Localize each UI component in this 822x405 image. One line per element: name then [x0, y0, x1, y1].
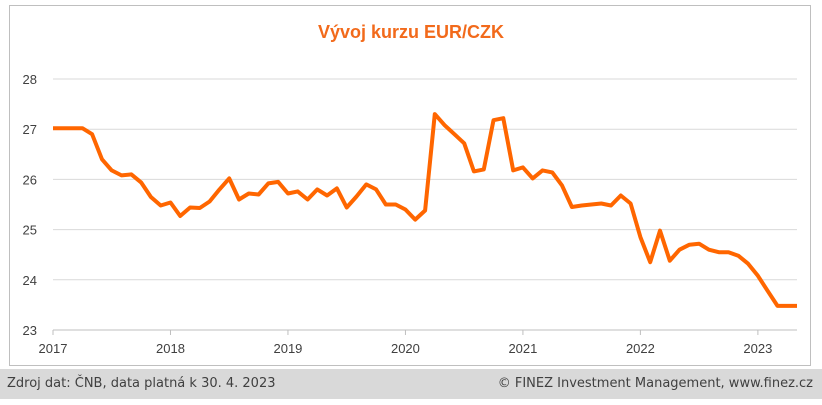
- x-tick-label: 2019: [273, 341, 302, 356]
- copyright-credit: © FINEZ Investment Management, www.finez…: [497, 376, 813, 391]
- y-tick-label: 25: [23, 223, 37, 238]
- y-tick-label: 24: [23, 273, 37, 288]
- x-tick-label: 2017: [39, 341, 68, 356]
- y-tick-label: 28: [23, 72, 37, 87]
- y-tick-label: 26: [23, 172, 37, 187]
- x-tick-label: 2021: [508, 341, 537, 356]
- data-source-note: Zdroj dat: ČNB, data platná k 30. 4. 202…: [7, 376, 276, 391]
- chart-title: Vývoj kurzu EUR/CZK: [317, 22, 505, 42]
- x-tick-label: 2018: [156, 341, 185, 356]
- footer-bar: Zdroj dat: ČNB, data platná k 30. 4. 202…: [0, 369, 822, 399]
- x-tick-label: 2020: [391, 341, 420, 356]
- series-line-eur-czk: [53, 112, 797, 308]
- x-tick-label: 2023: [743, 341, 772, 356]
- x-tick-label: 2022: [626, 341, 655, 356]
- y-tick-label: 23: [23, 323, 37, 338]
- y-tick-label: 27: [23, 122, 37, 137]
